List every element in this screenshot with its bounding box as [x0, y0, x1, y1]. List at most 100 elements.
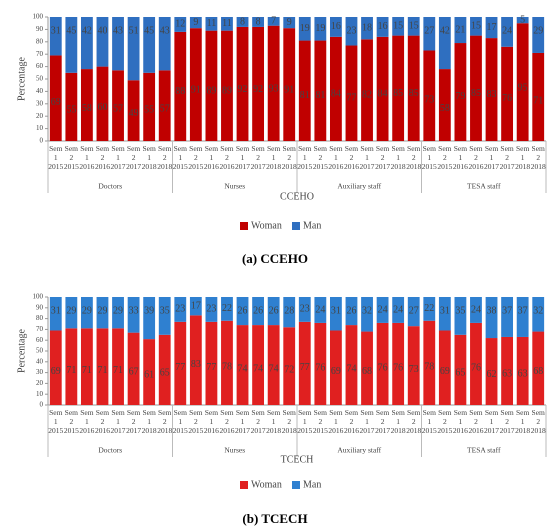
- x-tick-label: Sem 2 2016: [94, 408, 110, 435]
- data-label: 67: [129, 367, 139, 378]
- bar-segment: [423, 50, 436, 142]
- bar-segment: [376, 297, 389, 323]
- bar-segment: [345, 325, 358, 405]
- legend-label: Man: [303, 479, 321, 490]
- data-label: 29: [533, 25, 543, 36]
- data-label: 17: [191, 300, 201, 311]
- group-label: Doctors: [98, 182, 122, 191]
- data-label: 61: [144, 370, 154, 381]
- bar-segment: [501, 297, 514, 337]
- bar-segment: [174, 31, 187, 142]
- bar-segment: [174, 321, 187, 405]
- bar-segment: [345, 297, 358, 326]
- x-tick-label: Sem 1 2016: [79, 144, 95, 171]
- bar-segment: [438, 297, 451, 331]
- x-tick-label: Sem 1 2018: [515, 408, 531, 435]
- bar-segment: [143, 17, 156, 73]
- data-label: 77: [346, 92, 356, 103]
- bar-segment: [221, 17, 233, 31]
- data-label: 9: [287, 17, 292, 28]
- bar-segment: [485, 338, 498, 405]
- data-label: 55: [144, 105, 154, 116]
- data-label: 29: [97, 305, 107, 316]
- bar-segment: [267, 25, 280, 141]
- bar-segment: [407, 297, 420, 327]
- x-tick-label: Sem 1 2018: [266, 144, 282, 171]
- data-label: 21: [455, 24, 465, 35]
- bar-segment: [127, 332, 140, 405]
- x-tick-label: Sem 2 2017: [499, 408, 515, 435]
- legend-label: Woman: [251, 220, 282, 231]
- bar-segment: [112, 17, 124, 71]
- data-label: 93: [269, 83, 279, 94]
- x-tick-label: Sem 1 2017: [484, 144, 500, 171]
- data-label: 17: [487, 22, 497, 33]
- x-tick-label: Sem 1 2018: [390, 144, 406, 171]
- y-tick-label: 20: [36, 379, 44, 387]
- bar-segment: [392, 35, 405, 141]
- bar-segment: [298, 40, 311, 142]
- bar-segment: [501, 17, 514, 47]
- bar-segment: [470, 17, 482, 36]
- group-label: TESA staff: [467, 446, 501, 455]
- data-label: 35: [455, 305, 465, 316]
- bar-segment: [236, 325, 249, 405]
- data-label: 16: [378, 21, 388, 32]
- bar-segment: [298, 321, 311, 405]
- x-tick-label: Sem 2 2015: [188, 408, 204, 435]
- x-tick-label: Sem 2 2016: [343, 408, 359, 435]
- legend-swatch: [292, 222, 300, 230]
- data-label: 38: [487, 305, 497, 316]
- bar-segment: [314, 40, 327, 142]
- x-tick-label: Sem 1 2016: [452, 408, 468, 435]
- bar-segment: [532, 52, 545, 141]
- data-label: 28: [284, 305, 294, 316]
- y-tick-label: 50: [36, 347, 44, 355]
- bar-segment: [298, 17, 311, 41]
- x-tick-label: Sem 1 2017: [235, 408, 251, 435]
- bar-segment: [454, 297, 467, 335]
- x-tick-label: Sem 2 2016: [219, 144, 235, 171]
- bar-segment: [376, 322, 389, 405]
- bar-segment: [236, 297, 249, 326]
- x-tick-label: Sem 2 2016: [468, 144, 484, 171]
- x-tick-label: Sem 1 2018: [515, 144, 531, 171]
- bar-segment: [112, 328, 124, 405]
- x-tick-label: Sem 2 2018: [530, 408, 546, 435]
- data-label: 77: [175, 362, 185, 373]
- x-tick-label: Sem 1 2016: [203, 408, 219, 435]
- bar-segment: [189, 17, 202, 29]
- bar-segment: [221, 297, 233, 321]
- data-label: 26: [346, 305, 356, 316]
- x-tick-label: Sem 1 2016: [328, 408, 344, 435]
- data-label: 15: [409, 21, 419, 32]
- y-tick-label: 80: [36, 314, 44, 322]
- x-tick-label: Sem 2 2017: [126, 408, 142, 435]
- bar-segment: [423, 297, 436, 321]
- data-label: 84: [331, 88, 341, 99]
- x-tick-label: Sem 2 2015: [188, 144, 204, 171]
- data-label: 37: [518, 305, 528, 316]
- data-label: 11: [222, 18, 232, 29]
- data-label: 74: [238, 363, 248, 374]
- data-label: 39: [144, 305, 154, 316]
- bar-segment: [314, 297, 327, 323]
- data-label: 26: [253, 305, 263, 316]
- bar-segment: [252, 325, 265, 405]
- x-tick-label: Sem 1 2015: [172, 408, 188, 435]
- data-label: 62: [487, 369, 497, 380]
- bar-segment: [454, 334, 467, 405]
- bar-segment: [470, 35, 482, 141]
- data-label: 8: [256, 16, 261, 27]
- data-label: 71: [113, 365, 123, 376]
- x-tick-label: Sem 1 2017: [110, 408, 126, 435]
- x-tick-label: Sem 1 2018: [141, 408, 157, 435]
- data-label: 32: [362, 305, 372, 316]
- bar-segment: [49, 330, 62, 405]
- bar-segment: [158, 17, 171, 71]
- data-label: 82: [362, 90, 372, 101]
- data-label: 33: [129, 305, 139, 316]
- data-label: 74: [253, 363, 263, 374]
- x-tick-label: Sem 2 2016: [343, 144, 359, 171]
